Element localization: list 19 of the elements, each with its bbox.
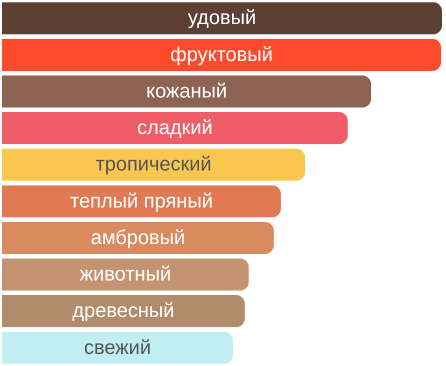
- y-tick-label: сладкий: [137, 117, 213, 140]
- y-tick-label: тропический: [96, 154, 212, 176]
- bar: [2, 112, 348, 144]
- y-tick-label: теплый пряный: [70, 190, 213, 212]
- y-tick-label: фруктовый: [170, 44, 273, 66]
- bar: [2, 75, 372, 108]
- bar: [2, 332, 233, 364]
- bar: [2, 258, 249, 291]
- bar: [2, 148, 306, 181]
- y-tick-label: свежий: [84, 336, 152, 359]
- bar: [2, 2, 442, 34]
- y-tick-label: древесный: [72, 300, 174, 322]
- y-tick-label: амбровый: [90, 226, 186, 249]
- y-tick-label: животный: [80, 264, 172, 286]
- y-tick-label: удовый: [188, 7, 256, 30]
- bar: [2, 295, 245, 328]
- bar: [2, 222, 274, 254]
- bar: [2, 38, 442, 71]
- y-tick-label: кожаный: [146, 80, 228, 102]
